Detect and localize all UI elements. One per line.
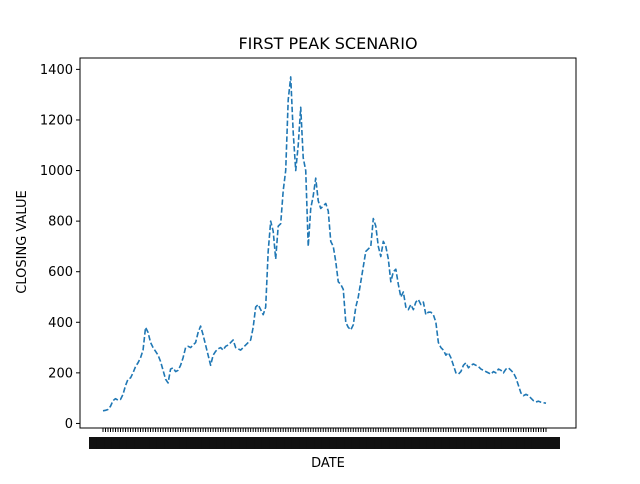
- y-tick-label: 400: [48, 316, 73, 331]
- plot-layer: 0 200 400 600 800 1000 1200 1400: [40, 63, 560, 449]
- plot-frame: [79, 57, 577, 429]
- x-ticks: [102, 428, 547, 432]
- chart-title: FIRST PEAK SCENARIO: [238, 34, 417, 53]
- y-tick-label: 600: [48, 265, 73, 280]
- y-tick-label: 1000: [40, 164, 73, 179]
- x-tick-label: [531, 437, 560, 449]
- y-axis-label: CLOSING VALUE: [15, 190, 30, 293]
- y-tick-label: 0: [65, 417, 73, 432]
- y-tick-label: 200: [48, 366, 73, 381]
- x-tick-labels: [89, 437, 560, 449]
- y-tick-label: 800: [48, 215, 73, 230]
- series-line: [102, 76, 547, 412]
- x-axis-label: DATE: [311, 456, 345, 471]
- y-tick-label: 1200: [40, 113, 73, 128]
- y-tick-label: 1400: [40, 63, 73, 78]
